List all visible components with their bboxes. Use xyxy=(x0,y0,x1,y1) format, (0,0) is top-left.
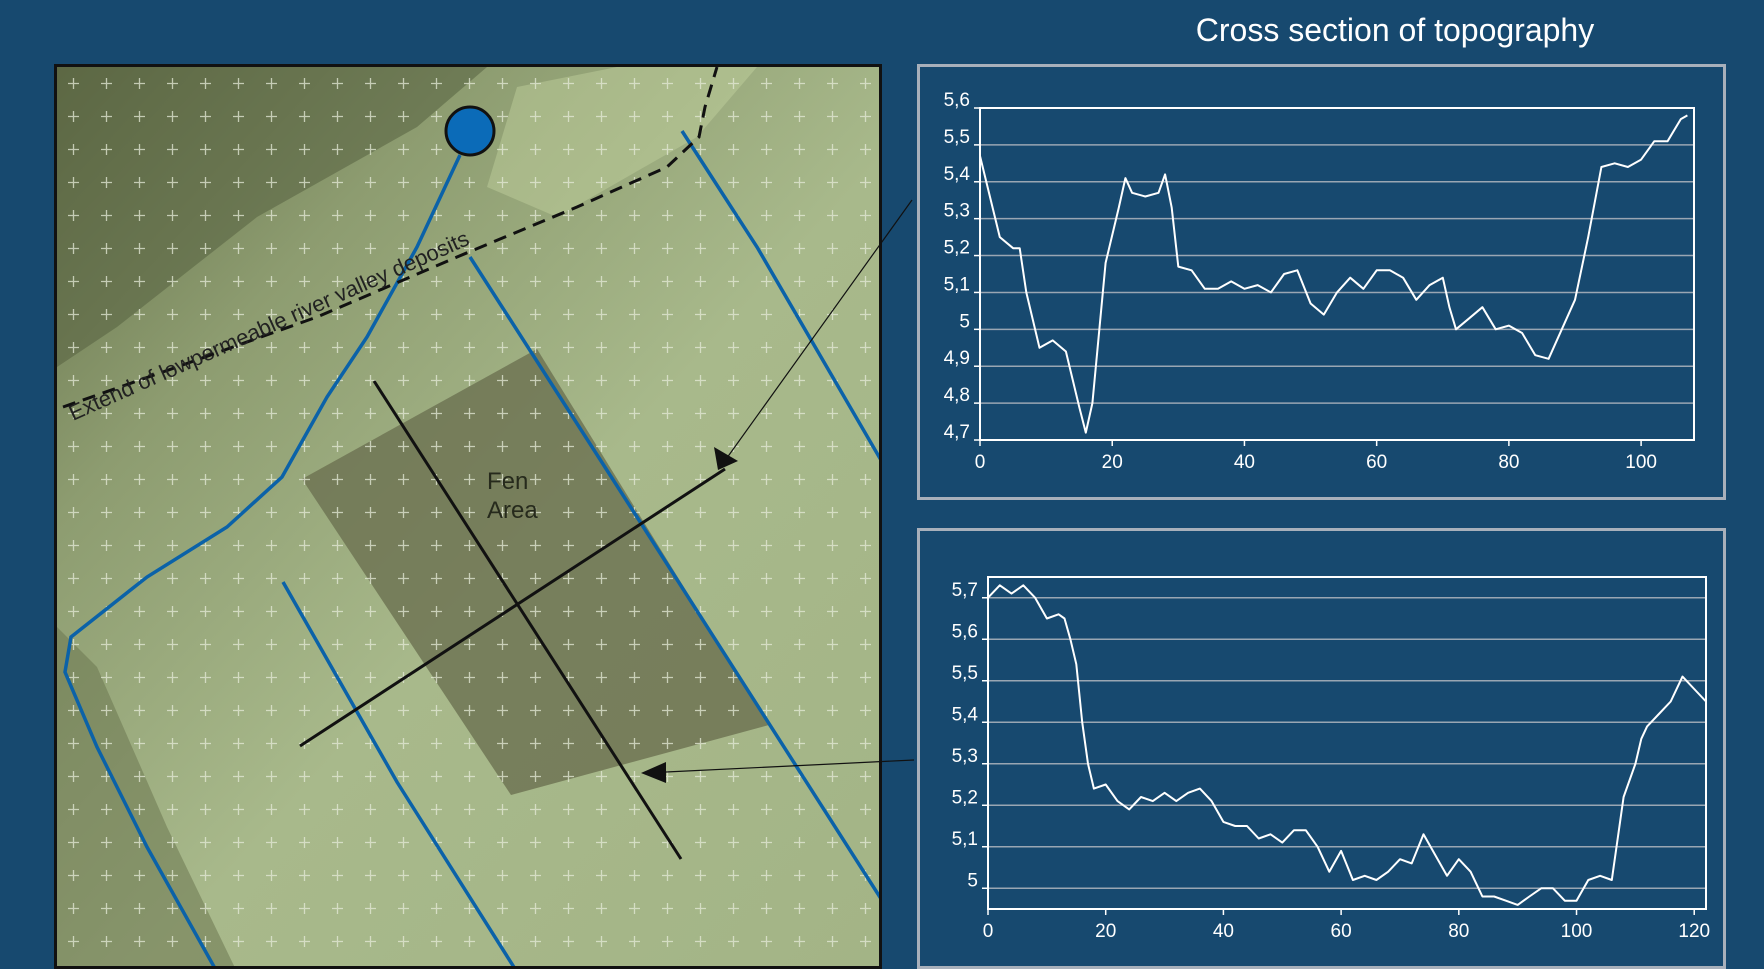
chart2-series-line-0 xyxy=(987,584,1707,906)
chart1-y-tick-label: 5,1 xyxy=(944,274,970,295)
location-marker-icon xyxy=(444,105,496,157)
chart2-y-tick-label: 5,4 xyxy=(952,704,979,725)
cross-section-chart-1: 4,7 4,8 4,9 5 5,1 5,2 5,3 5,4 5,5 5,6 0 20 40 60 80 100 xyxy=(944,90,1695,473)
chart2-y-tick-label: 5,7 xyxy=(952,580,978,601)
chart2-x-tick-label: 120 xyxy=(1678,921,1710,942)
chart1-plot-frame xyxy=(979,107,1695,441)
chart1-x-tick-label: 80 xyxy=(1498,452,1519,473)
chart1-y-tick-label: 5 xyxy=(959,311,970,332)
chart2-x-tick-label: 20 xyxy=(1095,921,1116,942)
chart2-x-tick-label: 80 xyxy=(1448,921,1469,942)
cross-section-chart-2-panel: 5 5,1 5,2 5,3 5,4 5,5 5,6 5,7 0 20 40 60 80 100 120 xyxy=(917,528,1726,969)
fen-label-line1: Fen xyxy=(487,468,528,495)
chart2-y-tick-label: 5,2 xyxy=(952,787,978,808)
stream-line xyxy=(63,154,462,966)
chart1-x-tick-label: 60 xyxy=(1366,452,1387,473)
chart1-y-tick-label: 5,2 xyxy=(944,238,970,259)
terrain-map: Extend of lowpermeable river valley depo… xyxy=(54,64,882,969)
ditch-line-2 xyxy=(281,581,516,966)
section-line-cross xyxy=(299,467,726,748)
chart1-y-tick-label: 4,9 xyxy=(944,348,970,369)
chart2-y-tick-label: 5 xyxy=(967,870,978,891)
chart1-y-tick-label: 4,8 xyxy=(944,385,970,406)
terrain-map-canvas: Extend of lowpermeable river valley depo… xyxy=(57,67,879,966)
chart2-x-tick-label: 40 xyxy=(1213,921,1234,942)
chart1-x-tick-label: 0 xyxy=(975,452,986,473)
chart2-x-tick-label: 0 xyxy=(983,921,994,942)
cross-section-chart-1-panel: 4,7 4,8 4,9 5 5,1 5,2 5,3 5,4 5,5 5,6 0 20 40 60 80 100 xyxy=(917,64,1726,500)
chart2-y-tick-label: 5,3 xyxy=(952,746,978,767)
chart1-y-tick-label: 5,5 xyxy=(944,127,970,148)
chart1-x-tick-label: 100 xyxy=(1625,452,1657,473)
chart1-y-tick-label: 5,3 xyxy=(944,201,970,222)
ditch-line-1 xyxy=(468,256,879,899)
fen-label-line2: Area xyxy=(487,497,538,524)
chart1-x-tick-label: 20 xyxy=(1102,452,1123,473)
chart1-y-tick-label: 5,4 xyxy=(944,164,971,185)
deposit-boundary xyxy=(62,67,719,409)
chart1-y-tick-label: 4,7 xyxy=(944,422,970,443)
chart1-x-tick-label: 40 xyxy=(1234,452,1255,473)
chart1-series-line-0 xyxy=(979,114,1688,434)
chart2-x-tick-label: 100 xyxy=(1561,921,1593,942)
chart2-y-tick-label: 5,6 xyxy=(952,621,978,642)
figure-title: Cross section of topography xyxy=(1195,12,1595,48)
chart1-y-tick-label: 5,6 xyxy=(944,90,970,111)
chart2-plot-frame xyxy=(987,576,1707,910)
cross-section-chart-2: 5 5,1 5,2 5,3 5,4 5,5 5,6 5,7 0 20 40 60 80 100 120 xyxy=(952,576,1710,942)
chart2-y-tick-label: 5,1 xyxy=(952,829,978,850)
chart2-y-tick-label: 5,5 xyxy=(952,663,978,684)
section-line-long xyxy=(372,380,683,860)
coordinate-grid xyxy=(57,67,879,966)
chart2-x-tick-label: 60 xyxy=(1331,921,1352,942)
